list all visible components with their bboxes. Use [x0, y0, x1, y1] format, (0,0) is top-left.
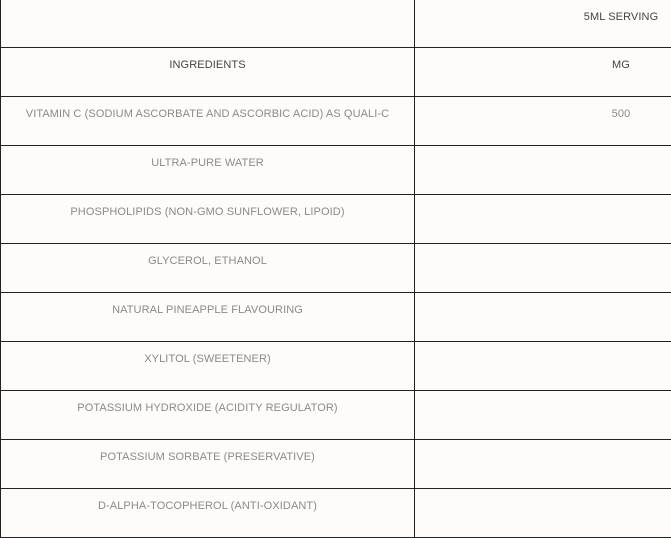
mg-cell: [415, 244, 671, 293]
ingredient-cell: ULTRA-PURE WATER: [1, 146, 415, 195]
table-row: NATURAL PINEAPPLE FLAVOURING: [1, 293, 671, 342]
mg-cell: [415, 342, 671, 391]
serving-size-header: 5ML SERVING: [415, 0, 671, 48]
table-row: D-ALPHA-TOCOPHEROL (ANTI-OXIDANT): [1, 489, 671, 538]
ingredients-header: INGREDIENTS: [1, 48, 415, 97]
mg-cell: [415, 195, 671, 244]
table-row: ULTRA-PURE WATER: [1, 146, 671, 195]
table-row: POTASSIUM HYDROXIDE (ACIDITY REGULATOR): [1, 391, 671, 440]
mg-cell: [415, 146, 671, 195]
table-row: XYLITOL (SWEETENER): [1, 342, 671, 391]
ingredient-cell: D-ALPHA-TOCOPHEROL (ANTI-OXIDANT): [1, 489, 415, 538]
mg-cell: [415, 293, 671, 342]
column-header-row: INGREDIENTS MG: [1, 48, 671, 97]
header-cell-empty: [1, 0, 415, 48]
serving-header-row: 5ML SERVING: [1, 0, 671, 48]
mg-cell: 500: [415, 97, 671, 146]
ingredient-cell: XYLITOL (SWEETENER): [1, 342, 415, 391]
table-row: GLYCEROL, ETHANOL: [1, 244, 671, 293]
table-row: VITAMIN C (SODIUM ASCORBATE AND ASCORBIC…: [1, 97, 671, 146]
ingredient-cell: VITAMIN C (SODIUM ASCORBATE AND ASCORBIC…: [1, 97, 415, 146]
mg-cell: [415, 440, 671, 489]
ingredient-cell: POTASSIUM HYDROXIDE (ACIDITY REGULATOR): [1, 391, 415, 440]
mg-cell: [415, 391, 671, 440]
mg-header: MG: [415, 48, 671, 97]
ingredient-cell: PHOSPHOLIPIDS (NON-GMO SUNFLOWER, LIPOID…: [1, 195, 415, 244]
ingredient-cell: GLYCEROL, ETHANOL: [1, 244, 415, 293]
mg-cell: [415, 489, 671, 538]
ingredient-cell: POTASSIUM SORBATE (PRESERVATIVE): [1, 440, 415, 489]
table-row: PHOSPHOLIPIDS (NON-GMO SUNFLOWER, LIPOID…: [1, 195, 671, 244]
table-row: POTASSIUM SORBATE (PRESERVATIVE): [1, 440, 671, 489]
ingredient-cell: NATURAL PINEAPPLE FLAVOURING: [1, 293, 415, 342]
